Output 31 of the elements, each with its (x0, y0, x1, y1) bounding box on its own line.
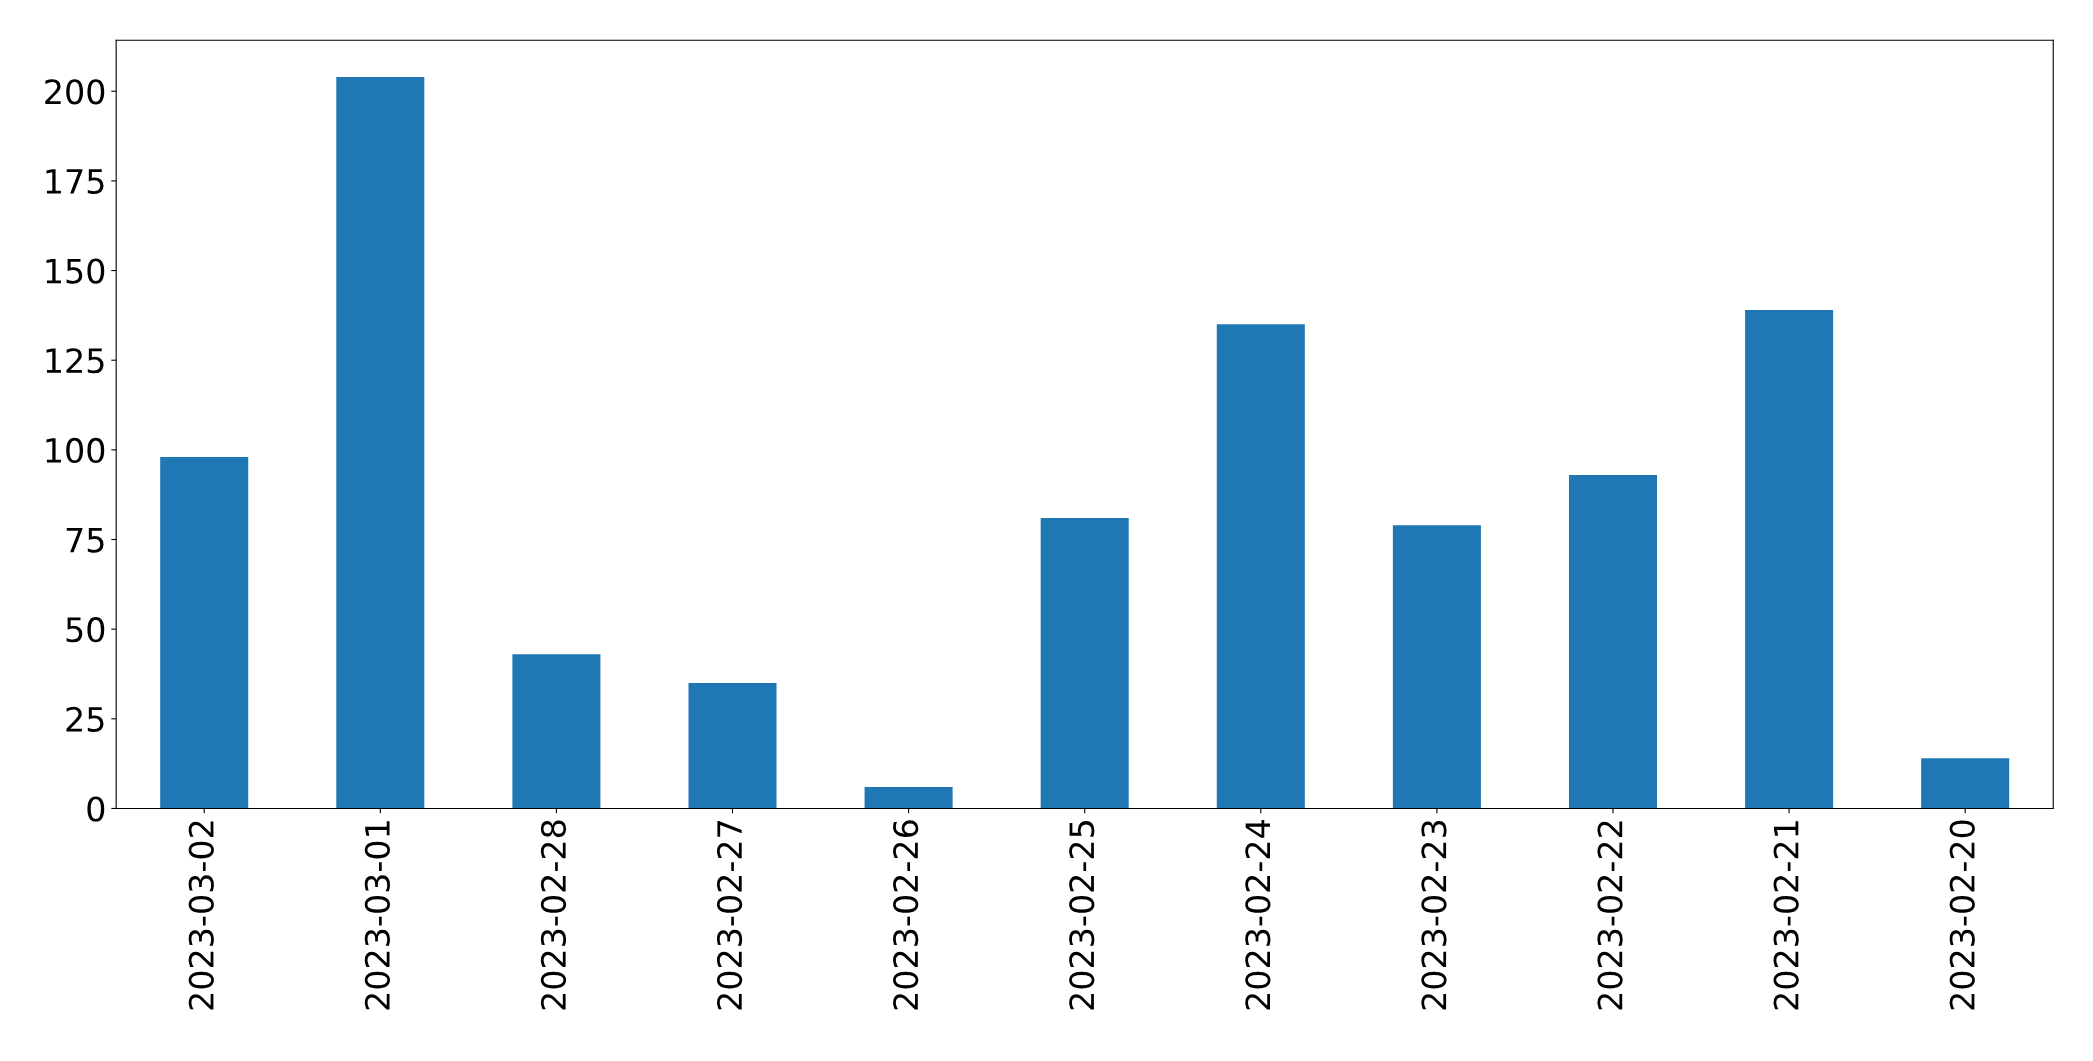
bar (1921, 758, 2010, 809)
y-tick-label: 175 (46, 169, 104, 195)
y-tick-label: 25 (66, 706, 104, 732)
x-tick-label: 2023-02-20 (1949, 820, 1975, 1010)
x-tick-label: 2023-02-23 (1421, 820, 1447, 1010)
y-tick-label: 125 (46, 348, 104, 374)
x-tick-label: 2023-02-22 (1597, 821, 1623, 1010)
x-tick-label: 2023-02-25 (1069, 821, 1095, 1010)
bar (336, 76, 425, 809)
bar (160, 457, 249, 809)
x-tick-label: 2023-03-01 (364, 821, 390, 1010)
x-tick-label: 2023-02-27 (716, 821, 743, 1010)
y-tick-label: 75 (66, 527, 104, 553)
bar (1392, 525, 1481, 809)
bar (1745, 310, 1834, 809)
y-tick-label: 0 (87, 796, 105, 822)
x-tick-label: 2023-03-02 (188, 821, 214, 1010)
x-tick-label: 2023-02-28 (540, 820, 567, 1010)
y-tick-label: 100 (46, 437, 105, 463)
bar (688, 682, 777, 809)
y-tick-label: 50 (66, 617, 105, 643)
y-tick-label: 200 (45, 79, 105, 105)
bar (512, 654, 601, 809)
bar (1568, 474, 1658, 809)
bar (1040, 518, 1129, 809)
y-tick-label: 150 (46, 258, 105, 284)
x-tick-label: 2023-02-26 (893, 820, 919, 1010)
x-tick-label: 2023-02-24 (1245, 820, 1271, 1010)
bar (864, 786, 953, 809)
x-tick-label: 2023-02-21 (1773, 821, 1799, 1010)
bar (1216, 324, 1305, 809)
